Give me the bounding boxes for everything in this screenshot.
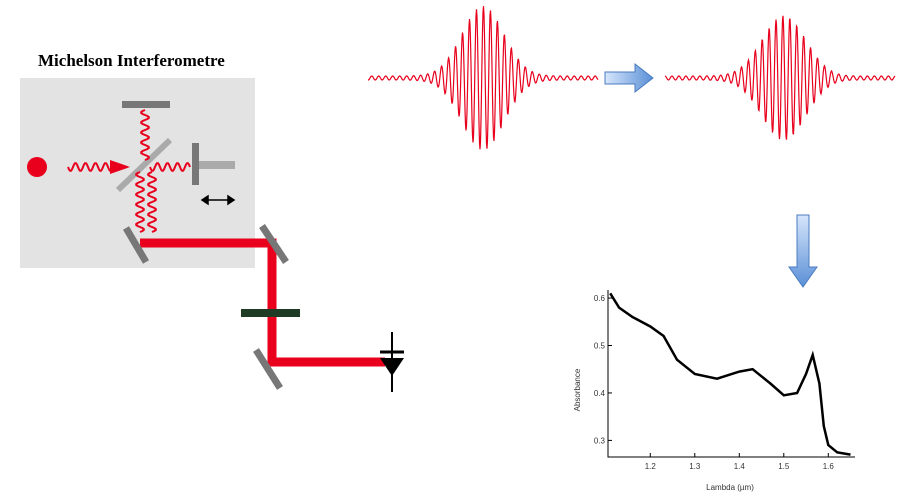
wavy-beam	[149, 162, 191, 172]
x-tick-label: 1.3	[689, 462, 701, 471]
moving-mirror	[192, 143, 199, 185]
x-tick-label: 1.4	[734, 462, 746, 471]
detector	[380, 332, 404, 392]
title: Michelson Interferometre	[38, 51, 225, 70]
beam-splitter	[115, 137, 173, 193]
wavy-beam	[67, 162, 113, 172]
mirror	[253, 348, 283, 390]
arrow-down	[788, 214, 818, 288]
wave-packet	[367, 6, 599, 150]
y-tick-label: 0.6	[594, 294, 606, 303]
sample	[241, 309, 300, 317]
wavy-beam	[147, 171, 157, 233]
mirror	[259, 224, 289, 264]
source	[27, 157, 47, 177]
mirror-stage	[199, 161, 235, 169]
y-tick-label: 0.3	[594, 436, 606, 445]
y-tick-label: 0.4	[594, 389, 606, 398]
x-axis-label: Lambda (µm)	[706, 483, 754, 492]
x-tick-label: 1.6	[823, 462, 835, 471]
wavy-beam	[135, 171, 145, 233]
x-tick-label: 1.2	[645, 462, 657, 471]
y-tick-label: 0.5	[594, 342, 606, 351]
x-tick-label: 1.5	[778, 462, 790, 471]
y-axis-label: Absorbance	[573, 368, 582, 411]
arrow-head	[110, 160, 130, 174]
mirror	[122, 226, 150, 264]
spectrum	[609, 292, 851, 456]
wavy-beam	[140, 109, 150, 161]
move-arrow	[200, 194, 236, 206]
waves	[67, 109, 191, 233]
wave-packet	[664, 15, 896, 140]
beam	[140, 238, 385, 367]
fixed-mirror	[122, 101, 170, 108]
arrow-right	[604, 62, 654, 94]
